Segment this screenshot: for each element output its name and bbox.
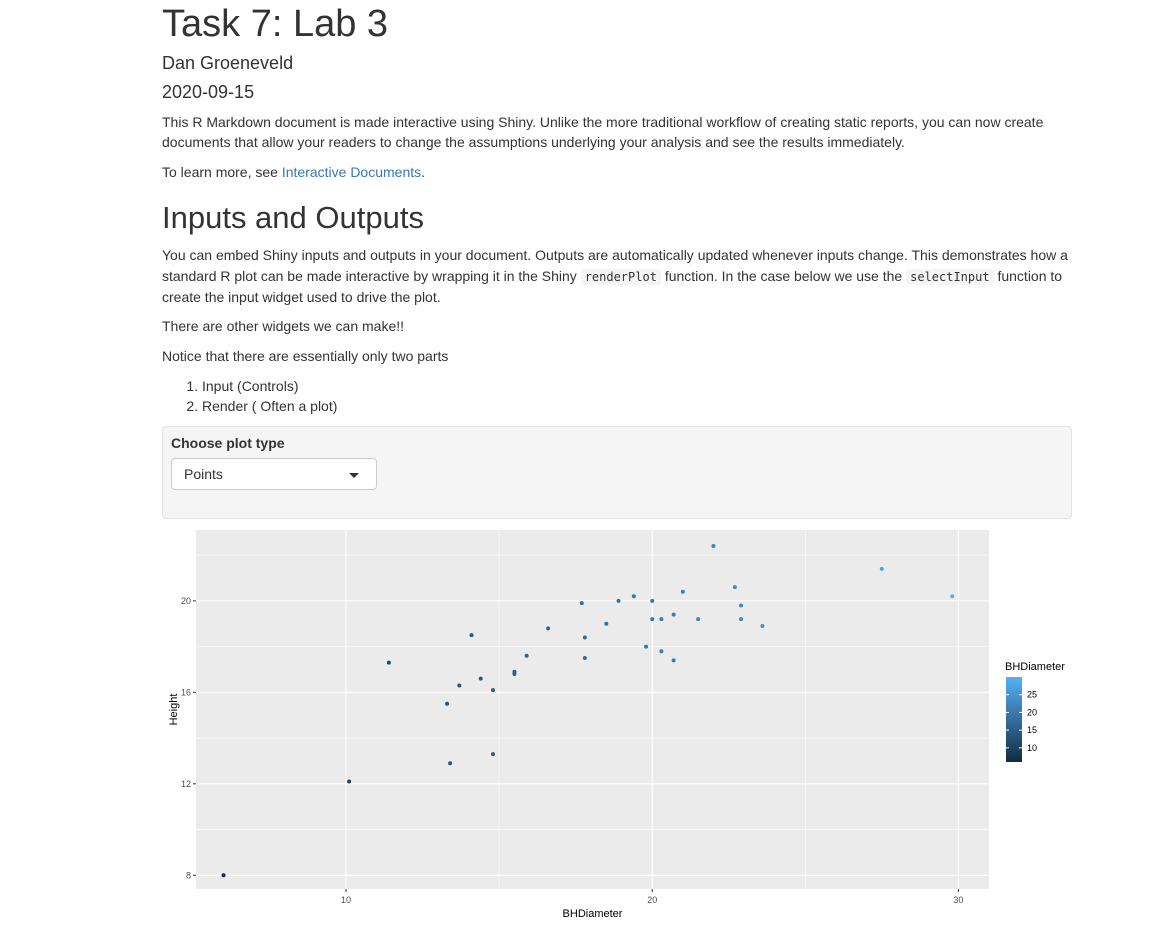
data-point [512, 672, 517, 677]
data-point [490, 752, 495, 757]
parts-list: Input (Controls) Render ( Often a plot) [162, 376, 337, 416]
data-point [604, 621, 609, 626]
legend-tick-label: 15 [1027, 725, 1037, 735]
data-point [524, 653, 529, 658]
legend-color-bar [1006, 677, 1022, 762]
data-points [221, 544, 955, 878]
plot-type-selected-value: Points [184, 466, 223, 482]
color-legend: BHDiameter 10 15 20 25 [1005, 661, 1065, 762]
author: Dan Groeneveld [162, 53, 294, 73]
data-point [711, 544, 716, 549]
plot-type-label: Choose plot type [171, 435, 285, 451]
data-point [457, 683, 462, 688]
data-point [650, 598, 655, 603]
data-point [347, 779, 352, 784]
embed-text-c: function to create the input widget used… [162, 267, 1063, 306]
y-axis-label: Height [168, 694, 180, 726]
embed-text-b: function. In the case below we use the [660, 267, 907, 284]
data-point [738, 603, 743, 608]
list-item: Input (Controls) [202, 376, 337, 396]
y-tick-label: 12 [181, 779, 191, 789]
x-tick-label: 30 [953, 895, 963, 905]
data-point [616, 598, 621, 603]
embed-text-a: You can embed Shiny inputs and outputs i… [162, 247, 1068, 284]
major-gridlines [196, 530, 989, 889]
interactive-documents-link[interactable]: Interactive Documents [281, 164, 422, 180]
x-tick-label: 10 [341, 895, 351, 905]
data-point [659, 617, 664, 622]
data-point [738, 617, 743, 622]
data-point [671, 658, 676, 663]
widgets-paragraph: There are other widgets we can make!! [162, 318, 405, 334]
data-point [644, 644, 649, 649]
data-point [659, 649, 664, 654]
input-panel: Choose plot type Points [162, 426, 1072, 519]
y-tick-label: 16 [181, 687, 191, 697]
data-point [696, 617, 701, 622]
data-point [650, 617, 655, 622]
data-point [671, 612, 676, 617]
data-point [448, 761, 453, 766]
data-point [680, 589, 685, 594]
data-point [950, 594, 955, 599]
render-plot-code: renderPlot [580, 268, 661, 285]
legend-title: BHDiameter [1005, 661, 1065, 673]
data-point [490, 688, 495, 693]
legend-tick-label: 25 [1027, 690, 1037, 700]
data-point [445, 701, 450, 706]
scatter-plot: 10 20 30 8 12 16 20 BHDiameter Height BHDiamet… [168, 530, 1065, 920]
y-tick-label: 20 [181, 596, 191, 606]
learn-more-suffix: . [421, 164, 426, 180]
y-tick-label: 8 [186, 870, 191, 880]
select-input-code: selectInput [906, 268, 994, 285]
data-point [879, 566, 884, 571]
date: 2020-09-15 [162, 82, 255, 102]
x-axis-label: BHDiameter [563, 908, 623, 920]
data-point [582, 635, 587, 640]
legend-tick-label: 10 [1027, 743, 1037, 753]
legend-ticks: 10 15 20 25 [1006, 690, 1037, 753]
legend-tick-label: 20 [1027, 707, 1037, 717]
data-point [469, 633, 474, 638]
data-point [478, 676, 483, 681]
data-point [732, 585, 737, 590]
plot-type-select[interactable]: Points [171, 458, 377, 490]
data-point [579, 601, 584, 606]
data-point [760, 624, 765, 629]
x-tick-label: 20 [647, 895, 657, 905]
learn-more-prefix: To learn more, see [162, 164, 282, 180]
data-point [582, 656, 587, 661]
minor-gridlines [196, 530, 989, 889]
intro-paragraph: This R Markdown document is made interac… [162, 114, 1044, 150]
axes: 10 20 30 8 12 16 20 [181, 596, 963, 905]
parts-paragraph: Notice that there are essentially only t… [162, 348, 449, 364]
learn-more-paragraph: To learn more, see Interactive Documents… [162, 162, 1072, 182]
plot-panel [196, 530, 989, 889]
list-item: Render ( Often a plot) [202, 396, 337, 416]
page-title: Task 7: Lab 3 [162, 3, 389, 45]
caret-down-icon [349, 473, 359, 478]
embed-paragraph: You can embed Shiny inputs and outputs i… [162, 245, 1072, 308]
data-point [386, 660, 391, 665]
data-point [221, 873, 226, 878]
data-point [631, 594, 636, 599]
section-heading: Inputs and Outputs [162, 200, 424, 235]
data-point [546, 626, 551, 631]
